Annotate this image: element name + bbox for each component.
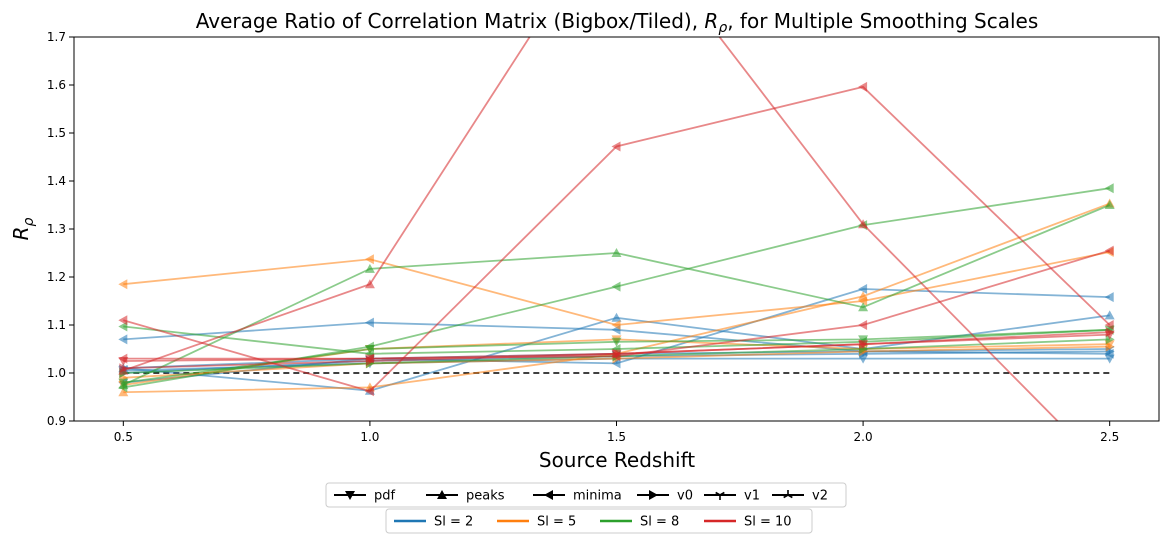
series-16-point-3 bbox=[858, 219, 869, 229]
series-17-point-3 bbox=[858, 320, 868, 330]
chart-title-tail: , for Multiple Smoothing Scales bbox=[727, 9, 1038, 33]
y-tick-label: 1.6 bbox=[47, 78, 66, 92]
series-11-point-4 bbox=[1104, 200, 1115, 209]
series-0-point-1 bbox=[364, 317, 374, 328]
series-19-point-2 bbox=[612, 348, 622, 359]
y-tick-label: 1.7 bbox=[47, 30, 66, 44]
series-16-point-4 bbox=[1105, 469, 1115, 478]
series-1-point-3 bbox=[858, 284, 868, 294]
legend-markers-entry: minima bbox=[533, 489, 622, 504]
series-13-point-3 bbox=[858, 335, 869, 345]
y-tick-label: 1.5 bbox=[47, 126, 66, 140]
legend-markers-label: minima bbox=[573, 489, 622, 504]
series-0-point-0 bbox=[118, 334, 128, 345]
x-tick-label: 1.0 bbox=[360, 430, 379, 444]
y-axis-label-symbol: R bbox=[9, 226, 33, 240]
y-tick-label: 1.3 bbox=[47, 222, 66, 236]
y-tick-label: 1.0 bbox=[47, 366, 66, 380]
x-tick-label: 2.0 bbox=[854, 430, 873, 444]
series-16-point-1 bbox=[364, 279, 375, 289]
y-tick-label: 1.1 bbox=[47, 318, 66, 332]
series-15-point-2 bbox=[611, 141, 621, 152]
series-6-point-1 bbox=[364, 254, 374, 265]
legend-markers-entry: v1 bbox=[704, 489, 760, 504]
legend-colors-entry: Sl = 5 bbox=[497, 515, 576, 530]
legend-markers-label: v2 bbox=[812, 489, 828, 504]
series-6-point-2 bbox=[611, 320, 621, 330]
legend-colors-label: Sl = 2 bbox=[434, 515, 473, 530]
legend-markers-entry: v2 bbox=[772, 489, 828, 504]
legend-markers-label: v0 bbox=[677, 489, 693, 504]
x-axis-label: Source Redshift bbox=[539, 448, 695, 472]
y-axis-label: Rρ bbox=[9, 217, 37, 240]
legend-markers-label: peaks bbox=[466, 489, 505, 504]
series-11-point-1 bbox=[364, 263, 375, 273]
series-13-point-1 bbox=[364, 345, 375, 354]
series-7-point-3 bbox=[858, 291, 869, 301]
series-6-point-0 bbox=[118, 279, 128, 290]
series-3-point-4 bbox=[1104, 354, 1115, 364]
legend-markers-entry: peaks bbox=[426, 489, 505, 504]
series-9-point-4 bbox=[1105, 341, 1115, 352]
series-2-point-4 bbox=[1104, 310, 1115, 320]
series-19-point-0 bbox=[119, 363, 129, 374]
series-1-point-4 bbox=[1104, 292, 1114, 303]
legend-colors-entry: Sl = 2 bbox=[394, 515, 473, 530]
legend-markers-entry: v0 bbox=[637, 489, 693, 504]
series-19-point-3 bbox=[859, 339, 869, 350]
chart-title-symbol: R bbox=[704, 9, 718, 33]
legend-colors: Sl = 2 Sl = 5 Sl = 8 Sl = 10 bbox=[385, 508, 813, 534]
series-7-point-0 bbox=[118, 387, 129, 397]
legend-markers-entry: pdf bbox=[334, 489, 396, 504]
legend-colors-label: Sl = 10 bbox=[744, 515, 792, 530]
legend-markers: pdf peaks minima v0 v1 v2 bbox=[325, 482, 847, 508]
y-tick-label: 0.9 bbox=[47, 414, 66, 428]
series-12-point-0 bbox=[118, 382, 128, 393]
series-12-point-2 bbox=[611, 281, 621, 292]
legend-colors-label: Sl = 5 bbox=[537, 515, 576, 530]
series-1-point-2 bbox=[611, 358, 621, 369]
legend-markers-label: pdf bbox=[374, 489, 396, 504]
series-19-point-1 bbox=[365, 356, 375, 366]
series-15 bbox=[118, 81, 1114, 397]
series-15-point-3 bbox=[858, 81, 868, 92]
series-13-point-0 bbox=[118, 378, 129, 388]
series-19 bbox=[119, 327, 1115, 374]
series-13-point-2 bbox=[611, 337, 622, 347]
y-tick-label: 1.4 bbox=[47, 174, 66, 188]
series-15-point-0 bbox=[118, 315, 128, 326]
series-19-point-4 bbox=[1105, 327, 1115, 338]
series-18-point-0 bbox=[118, 357, 129, 366]
chart-title: Average Ratio of Correlation Matrix (Big… bbox=[196, 9, 1039, 36]
chart-title-text: Average Ratio of Correlation Matrix (Big… bbox=[196, 9, 705, 33]
series-12-point-4 bbox=[1104, 183, 1114, 194]
y-axis-label-subscript: ρ bbox=[21, 217, 37, 226]
legend-colors-entry: Sl = 10 bbox=[704, 515, 792, 530]
series-14-point-4 bbox=[1105, 334, 1115, 345]
legend-colors-label: Sl = 8 bbox=[640, 515, 679, 530]
series-15-point-1 bbox=[364, 386, 374, 397]
legend-colors-entry: Sl = 8 bbox=[600, 515, 679, 530]
legend-markers-label: v1 bbox=[744, 489, 760, 504]
series-16 bbox=[118, 37, 1115, 478]
series-2-point-2 bbox=[611, 312, 622, 322]
series-16-line bbox=[123, 37, 1059, 421]
y-tick-label: 1.2 bbox=[47, 270, 66, 284]
chart-title-subscript: ρ bbox=[718, 20, 727, 36]
series-11-point-2 bbox=[611, 248, 622, 257]
series-11-point-3 bbox=[858, 302, 869, 312]
series-17-point-4 bbox=[1104, 245, 1114, 256]
series-15-point-4 bbox=[1104, 320, 1114, 330]
x-tick-label: 1.5 bbox=[607, 430, 626, 444]
x-tick-label: 2.5 bbox=[1100, 430, 1119, 444]
x-tick-label: 0.5 bbox=[114, 430, 133, 444]
